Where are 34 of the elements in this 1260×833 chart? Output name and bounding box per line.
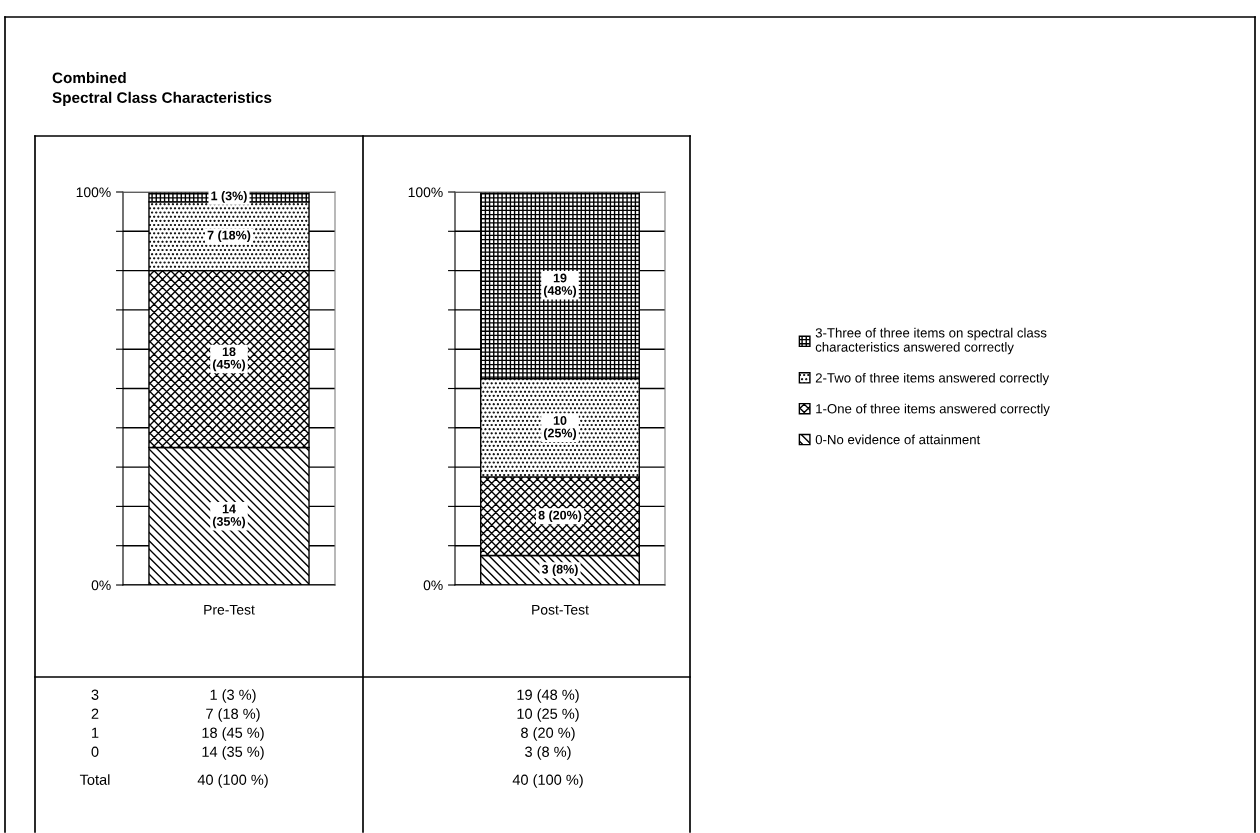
text: 18 (45 %) bbox=[202, 727, 264, 741]
text: 1 (3 %) bbox=[210, 689, 256, 703]
y-tick-label: 0% bbox=[423, 580, 443, 591]
legend-label: 1-One of three items answered correctly bbox=[816, 403, 1050, 417]
data-label: 19 (48%) bbox=[543, 273, 577, 298]
data-label: 1 (3%) bbox=[211, 191, 247, 203]
y-tick-label: 0% bbox=[91, 580, 111, 591]
x-tick-label: Post-Test bbox=[532, 604, 589, 615]
data-label: 8 (20%) bbox=[538, 510, 582, 523]
data-label: 18 (45%) bbox=[212, 347, 246, 372]
text: 8 (20 %) bbox=[521, 727, 575, 741]
text: 19 (48 %) bbox=[517, 689, 579, 703]
y-tick-label: 100% bbox=[76, 187, 111, 198]
data-label: 10 (25%) bbox=[543, 416, 577, 440]
text: 40 (100 %) bbox=[512, 774, 583, 788]
y-tick-label: 100% bbox=[408, 187, 443, 198]
text: 1 bbox=[92, 727, 99, 738]
data-label: 14 (35%) bbox=[212, 504, 246, 529]
text: 0 bbox=[91, 746, 99, 757]
text: 3 (8 %) bbox=[525, 746, 571, 760]
text: 10 (25 %) bbox=[517, 708, 579, 722]
text: Total bbox=[79, 774, 110, 785]
x-tick-label: Pre-Test bbox=[204, 604, 255, 615]
text: 3 bbox=[91, 689, 99, 700]
legend-label: 3-Three of three items on spectral class characteristics answered correctly bbox=[815, 327, 1047, 355]
text: 14 (35 %) bbox=[202, 746, 264, 760]
chart-title: Combined Spectral Class Characteristics bbox=[52, 72, 272, 107]
data-label: 3 (8%) bbox=[541, 564, 578, 577]
text: 2 bbox=[91, 708, 99, 719]
text: 40 (100 %) bbox=[197, 774, 268, 788]
text: 7 (18 %) bbox=[206, 708, 260, 722]
legend-label: 0-No evidence of attainment bbox=[815, 434, 981, 445]
legend-label: 2-Two of three items answered correctly bbox=[815, 372, 1050, 386]
data-label: 7 (18%) bbox=[207, 230, 251, 243]
